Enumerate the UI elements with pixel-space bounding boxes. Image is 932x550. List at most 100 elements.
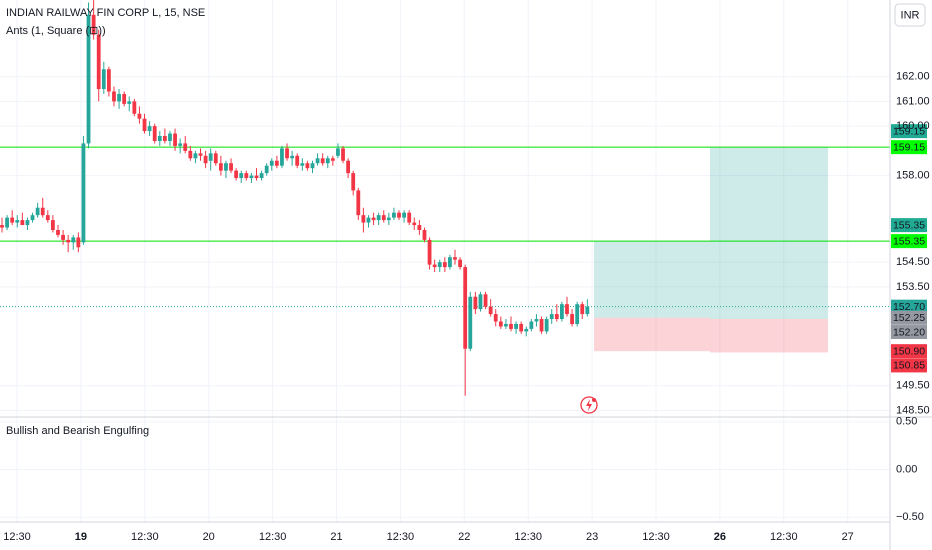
candle-body: [137, 113, 142, 119]
candle-body: [351, 173, 356, 191]
candle-body: [534, 319, 539, 322]
candle-body: [325, 158, 330, 164]
price-tag-label: 152.25: [893, 312, 925, 324]
candle-body: [417, 225, 422, 230]
candle-body: [412, 222, 417, 226]
x-tick-label: 12:30: [259, 531, 287, 543]
x-tick-label: 12:30: [387, 531, 415, 543]
target-zone: [594, 241, 710, 318]
candle-body: [346, 160, 351, 174]
candle-body: [254, 175, 259, 179]
candle-body: [432, 264, 437, 268]
candle-body: [442, 262, 447, 268]
candle-body: [397, 212, 401, 218]
candle-body: [336, 148, 340, 156]
candle-body: [468, 296, 473, 349]
candle-body: [529, 321, 534, 329]
y-tick-label: 149.50: [896, 380, 930, 392]
candle-body: [315, 158, 320, 164]
x-tick-label: 21: [330, 531, 342, 543]
x-tick-label: 22: [458, 531, 470, 543]
x-tick-label: 12:30: [642, 531, 670, 543]
candle-body: [504, 323, 508, 327]
y-tick-label: 160.00: [896, 120, 930, 132]
indicator-tick-label: 0.50: [896, 416, 917, 428]
candle-body: [437, 262, 442, 268]
x-tick-label: 23: [586, 531, 598, 543]
candle-body: [264, 165, 269, 174]
price-tag: [891, 124, 927, 139]
candle-body: [453, 257, 457, 260]
x-tick-label: 20: [203, 531, 215, 543]
candle-body: [122, 93, 127, 104]
x-tick-label: 19: [75, 531, 87, 543]
candle-body: [71, 237, 76, 243]
candle-body: [478, 294, 483, 310]
y-tick-label: 154.50: [896, 256, 930, 268]
candle-body: [493, 314, 498, 322]
candle-body: [112, 91, 116, 102]
candle-body: [147, 126, 152, 132]
candle-body: [519, 323, 524, 332]
price-tag: [891, 299, 927, 314]
indicator-legend: Ants (1, Square (⊡)): [6, 25, 106, 37]
alert-icon: [580, 396, 598, 414]
price-tag-label: 150.85: [893, 360, 925, 372]
candle-body: [361, 215, 366, 223]
candle-body: [96, 34, 101, 90]
candle-body: [560, 304, 564, 320]
candle-body: [458, 259, 462, 268]
candle-body: [259, 173, 264, 179]
indicator-tick-label: −0.50: [896, 511, 924, 523]
price-tag: [891, 140, 927, 155]
candle-body: [234, 170, 239, 179]
y-tick-label: 161.00: [896, 95, 930, 107]
candle-body: [117, 93, 121, 102]
candle-body: [61, 234, 65, 240]
currency-label[interactable]: INR: [901, 9, 920, 21]
candle-body: [463, 267, 468, 349]
candle-body: [544, 319, 549, 332]
candle-body: [15, 220, 20, 223]
candle-body: [188, 150, 193, 159]
candle-body: [376, 215, 381, 221]
candle-body: [295, 155, 300, 166]
candle-body: [244, 173, 249, 179]
price-tag: [891, 344, 927, 359]
price-tag: [891, 234, 927, 249]
price-tag: [891, 310, 927, 325]
candle-body: [142, 118, 147, 132]
x-tick-label: 26: [714, 531, 726, 543]
price-tag-label: 155.35: [893, 235, 925, 247]
candle-body: [56, 229, 60, 235]
candle-body: [239, 173, 244, 179]
candle-body: [229, 163, 233, 171]
stop-zone: [710, 319, 828, 353]
candle-body: [213, 153, 218, 164]
candle-body: [152, 126, 157, 141]
candle-body: [198, 153, 203, 156]
candle-body: [168, 133, 172, 141]
currency-button[interactable]: [894, 3, 926, 27]
candle-body: [132, 101, 137, 114]
x-tick-label: 12:30: [770, 531, 798, 543]
candle-body: [101, 69, 106, 90]
x-tick-label: 12:30: [131, 531, 159, 543]
candle-body: [280, 148, 284, 166]
candle-body: [356, 190, 361, 216]
candle-body: [498, 321, 503, 327]
indicator-tick-label: 0.00: [896, 463, 917, 475]
y-tick-label: 148.50: [896, 404, 930, 416]
candle-body: [81, 143, 86, 243]
candle-body: [422, 229, 427, 240]
candle-body: [218, 163, 223, 171]
x-tick-label: 12:30: [3, 531, 31, 543]
y-tick-label: 162.00: [896, 71, 930, 83]
y-tick-label: 158.00: [896, 169, 930, 181]
candles: [0, 0, 590, 396]
candle-body: [45, 215, 50, 221]
candle-body: [565, 304, 569, 315]
candle-body: [509, 323, 513, 329]
candle-body: [427, 239, 432, 265]
candle-body: [0, 225, 4, 228]
